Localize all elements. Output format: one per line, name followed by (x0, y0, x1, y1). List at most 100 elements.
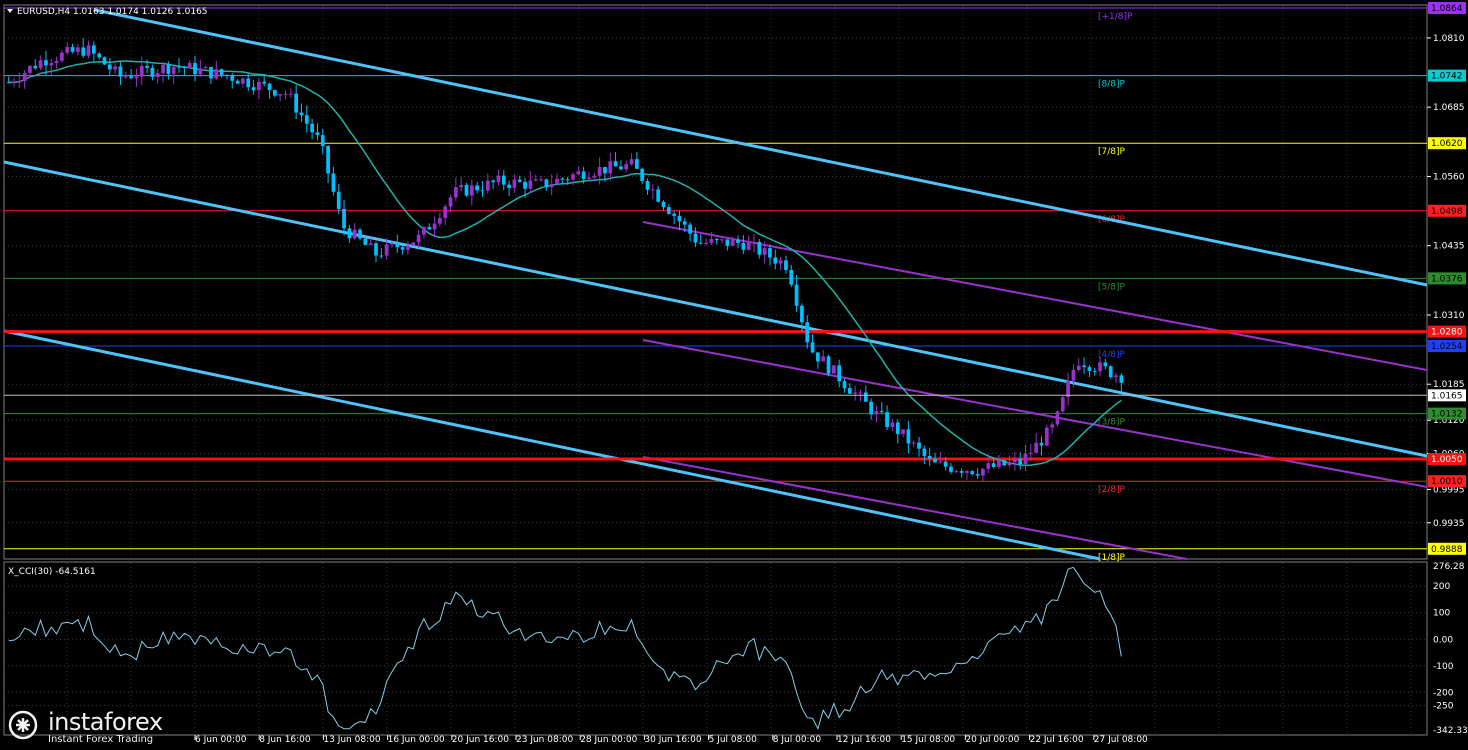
time-label: 13 Jun 08:00 (323, 735, 380, 745)
murrey-price-tag (1428, 137, 1466, 150)
candle-body (22, 72, 27, 82)
candle-body (624, 164, 629, 170)
sr-price-tag-label: 1.0280 (1431, 328, 1463, 338)
candle-body (842, 381, 847, 389)
channel-lower-line (3, 329, 1101, 561)
murrey-price-tag (1428, 2, 1466, 14)
murrey-price-tag (1428, 339, 1466, 352)
cci-tick-label: -200 (1433, 688, 1454, 698)
candle-body (272, 90, 277, 96)
cci-tick-label: 200 (1433, 582, 1450, 592)
candle-body (965, 471, 969, 473)
price-header-text: EURUSD,H4 1.0163 1.0174 1.0126 1.0165 (17, 7, 208, 17)
candle-body (1087, 367, 1092, 371)
candle-body (123, 76, 128, 78)
candle-body (1050, 424, 1054, 428)
candle-body (203, 67, 208, 69)
candle-body (432, 223, 437, 230)
murrey-label: [2/8]P (1098, 485, 1126, 495)
candle-body (629, 159, 634, 165)
candle-body (76, 47, 80, 52)
candle-body (991, 463, 996, 467)
candle-body (587, 177, 591, 179)
candle-body (251, 87, 256, 91)
murrey-price-tag-label: 1.0010 (1431, 477, 1463, 487)
candle-body (102, 57, 107, 65)
candle-body (863, 392, 868, 402)
candle-body (821, 356, 826, 362)
candle-body (720, 239, 724, 241)
candle-body (933, 458, 937, 463)
cci-tick-label: 276.28 (1433, 562, 1465, 572)
candle-body (906, 429, 911, 444)
candle-body (645, 181, 650, 190)
murrey-label: [5/8]P (1098, 282, 1126, 292)
candle-body (235, 80, 240, 84)
candle-body (635, 159, 639, 169)
price-tick-label: 1.0435 (1433, 242, 1465, 252)
candle-body (677, 215, 682, 222)
candle-body (448, 197, 453, 207)
candle-body (453, 187, 458, 198)
candle-body (874, 411, 879, 415)
candle-body (757, 241, 762, 255)
candle-body (571, 174, 575, 180)
murrey-price-tag-label: 1.0498 (1431, 207, 1463, 217)
candle-body (1066, 380, 1070, 398)
candle-body (831, 365, 836, 374)
cci-panel[interactable]: X_CCI(30) -64.5161 276.28 200 100 0.00 -100 -… (3, 561, 1468, 736)
candle-body (501, 175, 506, 185)
candle-body (400, 247, 405, 250)
candle-body (517, 179, 522, 182)
candle-body (443, 206, 448, 218)
candle-body (374, 243, 378, 256)
support-resistance-lines (4, 330, 1427, 461)
candle-body (416, 234, 421, 243)
murrey-price-tag (1428, 542, 1466, 555)
candle-body (54, 60, 59, 64)
cci-grid (4, 563, 1427, 734)
candle-body (997, 460, 1001, 467)
candle-body (943, 461, 948, 467)
time-label: 8 Jun 16:00 (259, 735, 311, 745)
candle-body (390, 243, 394, 245)
cci-tick-label: 100 (1433, 609, 1450, 619)
candle-body (1034, 442, 1039, 453)
candle-body (438, 217, 442, 224)
candle-body (927, 455, 932, 459)
candle-body (736, 239, 740, 243)
candle-body (539, 179, 543, 181)
candle-body (640, 168, 645, 182)
candle-body (1060, 397, 1065, 412)
time-axis[interactable]: 6 Jun 00:00 8 Jun 16:00 13 Jun 08:00 16 Jun… (194, 735, 1148, 745)
candle-body (12, 82, 16, 84)
candle-body (901, 429, 905, 435)
channel-middle-line (3, 160, 1428, 458)
candle-body (533, 179, 538, 181)
time-label: 16 Jun 00:00 (388, 735, 445, 745)
candle-body (778, 260, 783, 264)
candle-body (895, 422, 900, 435)
candle-body (986, 463, 991, 469)
candle-body (752, 241, 756, 243)
candle-body (1092, 370, 1097, 372)
price-panel[interactable]: [+1/8]P[8/8]P[7/8]P[6/8]P[5/8]P[4/8]P[3/… (3, 4, 1428, 563)
collapse-triangle-icon[interactable] (7, 9, 13, 13)
candle-body (890, 422, 895, 428)
price-axis[interactable]: 1.08101.06851.05601.04351.03101.01851.01… (1427, 2, 1466, 555)
candle-body (619, 166, 623, 170)
candle-body (187, 62, 192, 68)
candle-body (698, 242, 703, 244)
time-label: 30 Jun 16:00 (644, 735, 701, 745)
candle-body (576, 171, 581, 175)
price-tick-label: 1.0560 (1433, 172, 1465, 182)
murrey-price-tag-label: 1.0620 (1431, 139, 1463, 149)
candle-body (879, 411, 884, 413)
candle-body (406, 245, 410, 250)
candle-body (315, 132, 320, 136)
candle-body (177, 66, 181, 68)
candle-body (1071, 369, 1076, 381)
candle-body (257, 81, 261, 91)
candle-body (267, 83, 272, 91)
